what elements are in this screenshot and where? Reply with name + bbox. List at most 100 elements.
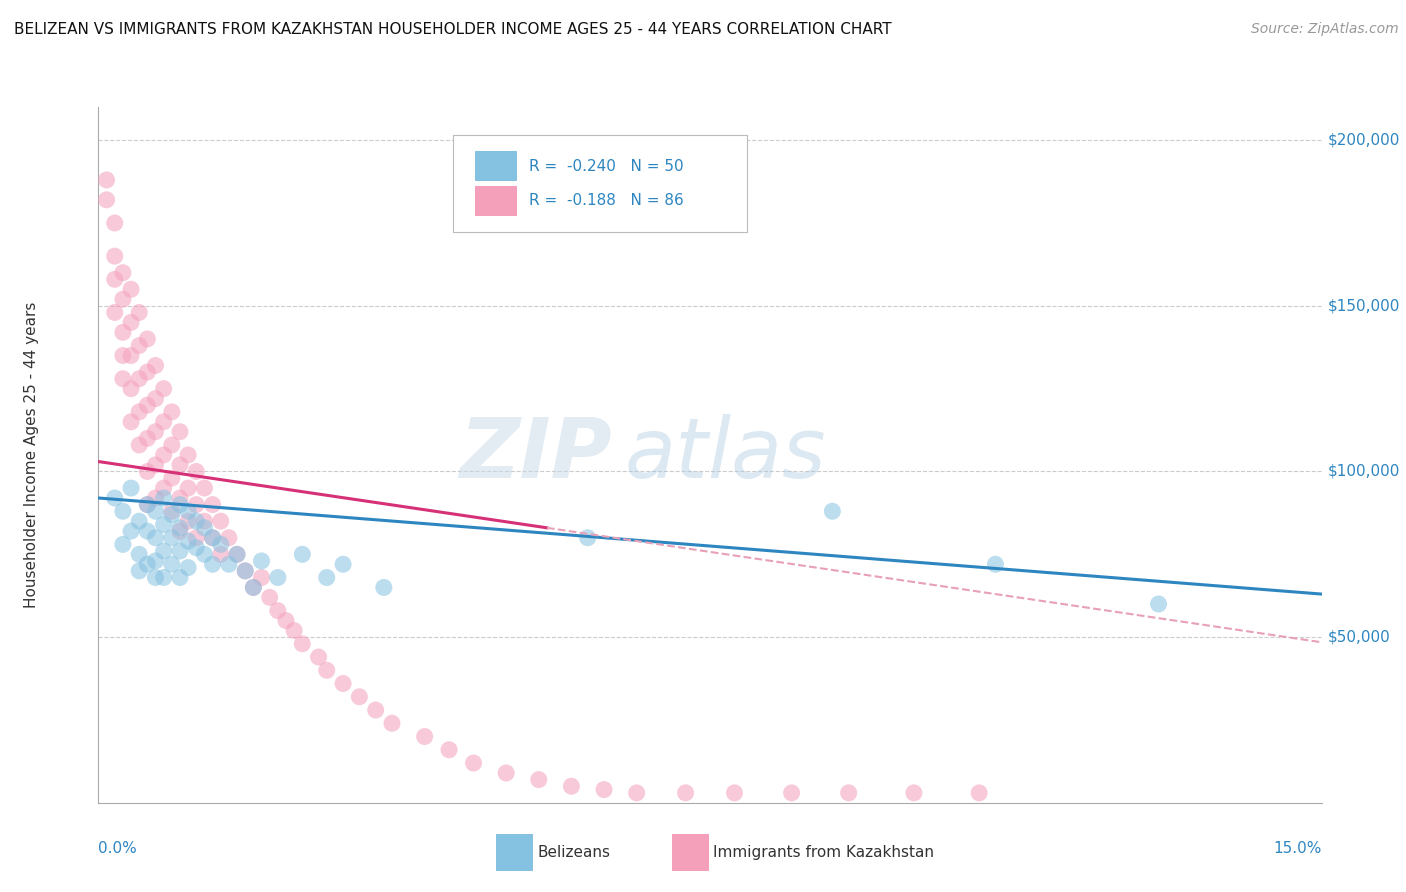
- Point: [111, 349, 134, 363]
- Point: [169, 491, 191, 505]
- Point: [145, 491, 167, 505]
- Point: [169, 570, 191, 584]
- Point: [128, 438, 150, 452]
- Point: [145, 554, 167, 568]
- Point: [169, 458, 191, 472]
- Point: [128, 305, 150, 319]
- Point: [560, 779, 582, 793]
- Point: [152, 570, 174, 584]
- Point: [527, 772, 550, 787]
- Point: [145, 458, 167, 472]
- Point: [201, 558, 224, 572]
- Point: [218, 531, 240, 545]
- Point: [145, 504, 167, 518]
- Point: [186, 498, 208, 512]
- Point: [233, 564, 256, 578]
- Text: $100,000: $100,000: [1327, 464, 1400, 479]
- FancyBboxPatch shape: [453, 135, 747, 232]
- Point: [437, 743, 460, 757]
- Point: [186, 541, 208, 555]
- Point: [111, 372, 134, 386]
- Point: [201, 531, 224, 545]
- Point: [152, 491, 174, 505]
- Point: [169, 498, 191, 512]
- Point: [111, 504, 134, 518]
- Point: [177, 481, 200, 495]
- Point: [136, 498, 159, 512]
- Point: [413, 730, 436, 744]
- Point: [780, 786, 803, 800]
- Point: [308, 650, 330, 665]
- Point: [136, 524, 159, 538]
- Point: [128, 372, 150, 386]
- Point: [201, 531, 224, 545]
- Point: [145, 531, 167, 545]
- Point: [821, 504, 844, 518]
- Point: [111, 537, 134, 551]
- Point: [193, 481, 215, 495]
- Point: [128, 514, 150, 528]
- Point: [291, 547, 314, 561]
- Point: [152, 544, 174, 558]
- Point: [186, 514, 208, 528]
- Point: [96, 193, 118, 207]
- Point: [723, 786, 745, 800]
- Point: [169, 524, 191, 538]
- Text: $200,000: $200,000: [1327, 133, 1400, 148]
- Point: [218, 558, 240, 572]
- Point: [111, 326, 134, 340]
- Point: [984, 558, 1007, 572]
- Text: ZIP: ZIP: [460, 415, 612, 495]
- Point: [233, 564, 256, 578]
- Point: [193, 514, 215, 528]
- Point: [838, 786, 860, 800]
- Point: [128, 547, 150, 561]
- Point: [136, 558, 159, 572]
- FancyBboxPatch shape: [475, 151, 517, 181]
- Point: [120, 481, 142, 495]
- Text: $150,000: $150,000: [1327, 298, 1400, 313]
- Point: [104, 216, 127, 230]
- Point: [169, 425, 191, 439]
- Point: [193, 547, 215, 561]
- Point: [283, 624, 305, 638]
- Point: [160, 471, 183, 485]
- Text: R =  -0.240   N = 50: R = -0.240 N = 50: [529, 159, 683, 174]
- Text: 15.0%: 15.0%: [1274, 841, 1322, 856]
- Point: [96, 173, 118, 187]
- Text: R =  -0.188   N = 86: R = -0.188 N = 86: [529, 194, 683, 209]
- Point: [160, 504, 183, 518]
- Point: [209, 537, 232, 551]
- Point: [177, 514, 200, 528]
- Point: [128, 338, 150, 352]
- Text: Belizeans: Belizeans: [537, 846, 610, 860]
- Point: [160, 531, 183, 545]
- FancyBboxPatch shape: [475, 186, 517, 216]
- Point: [242, 581, 264, 595]
- Point: [104, 272, 127, 286]
- Point: [267, 570, 290, 584]
- Point: [120, 315, 142, 329]
- Point: [169, 544, 191, 558]
- Point: [250, 554, 273, 568]
- Point: [593, 782, 616, 797]
- Point: [152, 415, 174, 429]
- Point: [136, 332, 159, 346]
- Point: [152, 382, 174, 396]
- Point: [120, 382, 142, 396]
- Point: [259, 591, 281, 605]
- Point: [104, 305, 127, 319]
- Point: [626, 786, 648, 800]
- Point: [315, 570, 337, 584]
- Point: [177, 448, 200, 462]
- Point: [675, 786, 697, 800]
- Point: [111, 292, 134, 306]
- Text: Householder Income Ages 25 - 44 years: Householder Income Ages 25 - 44 years: [24, 301, 38, 608]
- Text: 0.0%: 0.0%: [98, 841, 138, 856]
- Text: BELIZEAN VS IMMIGRANTS FROM KAZAKHSTAN HOUSEHOLDER INCOME AGES 25 - 44 YEARS COR: BELIZEAN VS IMMIGRANTS FROM KAZAKHSTAN H…: [14, 22, 891, 37]
- Point: [1147, 597, 1170, 611]
- Point: [160, 405, 183, 419]
- Point: [349, 690, 371, 704]
- Point: [160, 508, 183, 522]
- Point: [120, 349, 142, 363]
